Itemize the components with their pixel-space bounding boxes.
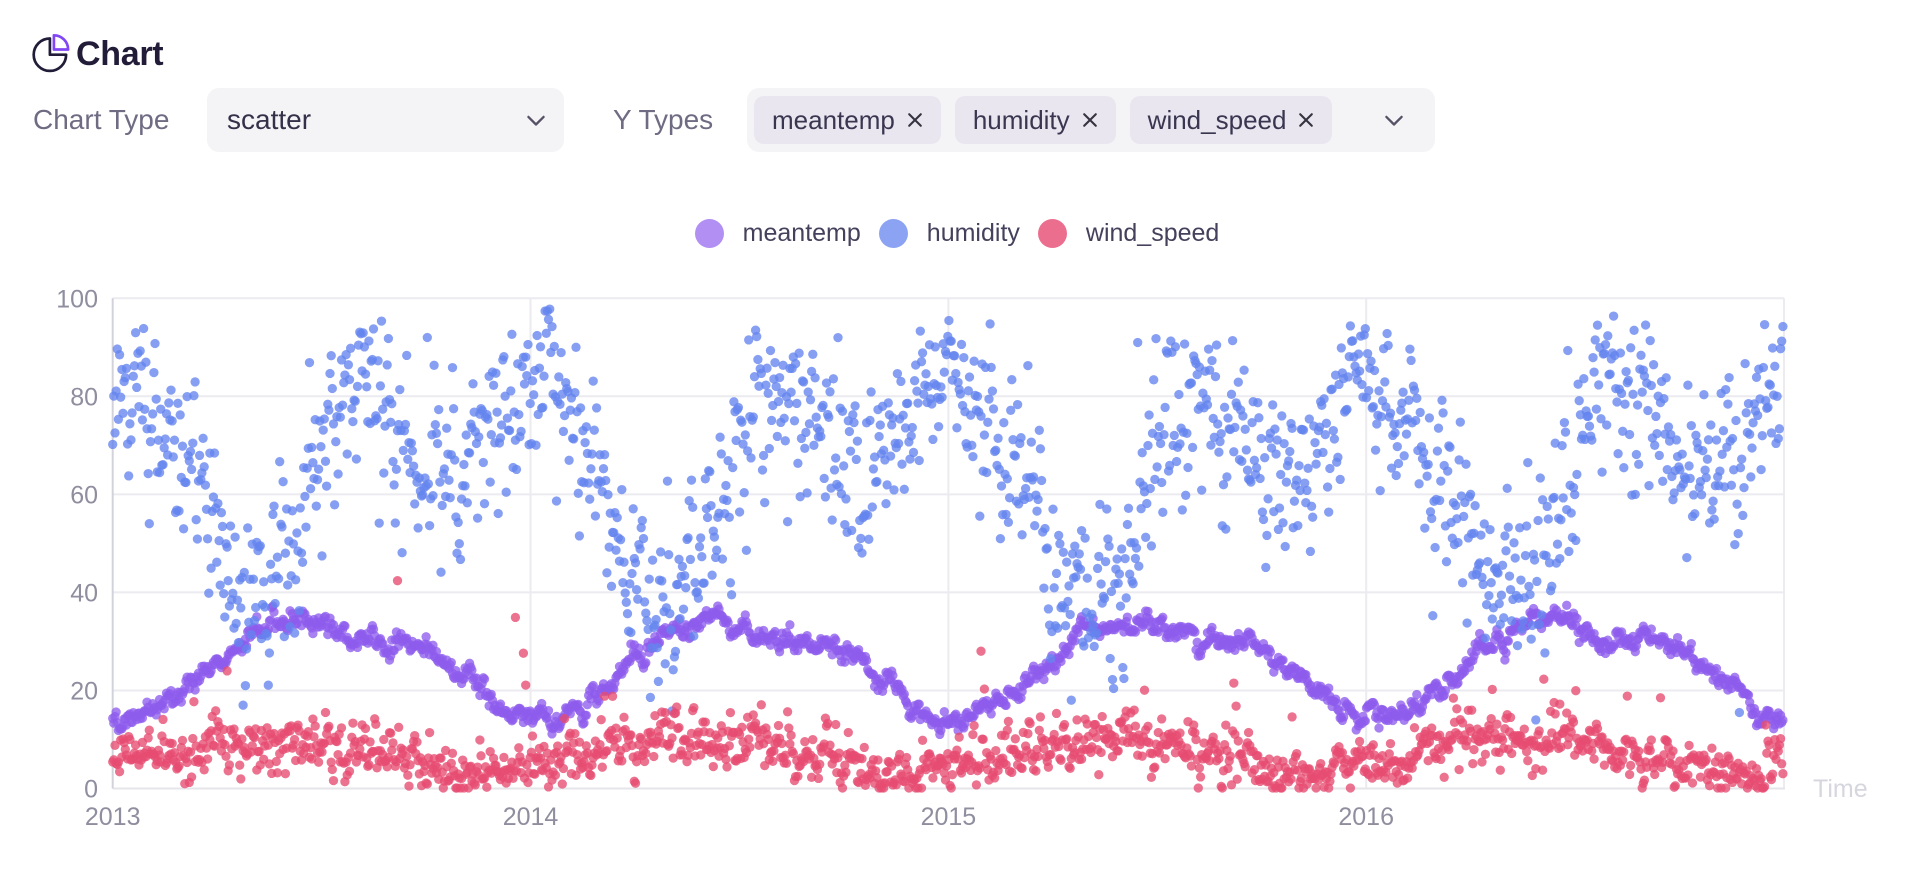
svg-text:2014: 2014 <box>503 803 559 831</box>
svg-text:40: 40 <box>70 579 98 607</box>
svg-text:20: 20 <box>70 678 98 706</box>
svg-text:2015: 2015 <box>921 803 977 831</box>
svg-text:100: 100 <box>56 285 98 313</box>
svg-text:2016: 2016 <box>1338 803 1394 831</box>
svg-text:Time: Time <box>1813 775 1868 803</box>
svg-text:2013: 2013 <box>85 803 141 831</box>
svg-text:0: 0 <box>84 776 98 804</box>
svg-text:60: 60 <box>70 481 98 509</box>
svg-text:80: 80 <box>70 383 98 411</box>
